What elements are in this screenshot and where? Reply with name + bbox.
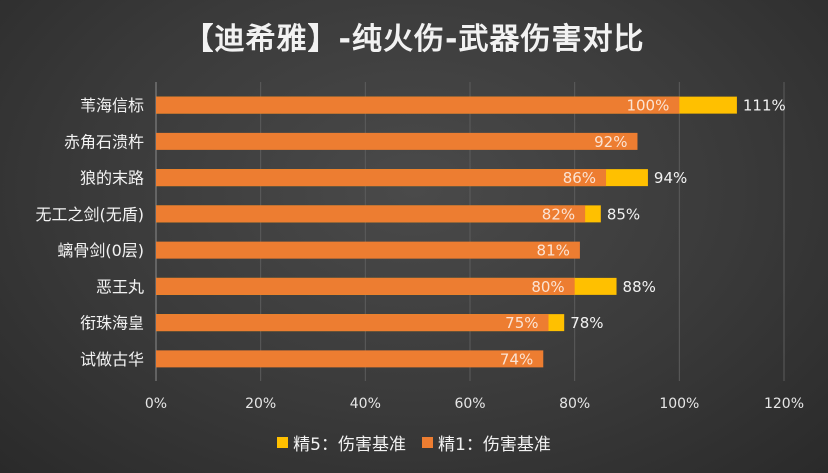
data-label-r5-3: 85% [607, 205, 640, 223]
data-label-r1-5: 80% [531, 278, 564, 296]
data-label-r5-0: 111% [743, 97, 786, 115]
legend-swatch-r5 [277, 437, 289, 448]
category-label-3: 无工之剑(无盾) [36, 205, 145, 224]
bar-r1-2 [156, 169, 607, 187]
category-label-6: 衔珠海皇 [80, 314, 144, 333]
x-tick-label-5: 100% [659, 396, 699, 412]
bar-r1-1 [156, 132, 638, 150]
x-tick-label-0: 0% [145, 396, 167, 412]
data-label-r1-6: 75% [505, 314, 538, 332]
x-tick-label-6: 120% [764, 396, 804, 412]
chart-title: 【迪希雅】-纯火伤-武器伤害对比 [183, 22, 645, 57]
bar-r1-4 [156, 241, 580, 259]
data-label-r1-0: 100% [626, 97, 669, 115]
category-label-0: 苇海信标 [80, 96, 144, 115]
data-label-r5-2: 94% [654, 169, 687, 187]
data-label-r1-4: 81% [537, 242, 570, 260]
bar-r1-6 [156, 314, 549, 332]
category-label-5: 恶王丸 [96, 277, 144, 296]
legend-label-r1: 精1：伤害基准 [438, 435, 551, 455]
data-label-r1-2: 86% [563, 169, 596, 187]
bar-r1-7 [156, 350, 544, 368]
x-tick-label-1: 20% [245, 396, 276, 412]
bar-r1-5 [156, 277, 575, 295]
x-tick-label-3: 60% [454, 396, 485, 412]
data-label-r5-6: 78% [570, 314, 603, 332]
x-tick-label-4: 80% [559, 396, 590, 412]
legend-swatch-r1 [422, 437, 433, 448]
data-label-r1-1: 92% [594, 133, 627, 151]
legend-item-r5: 精5：伤害基准 [277, 430, 406, 455]
x-tick-label-2: 40% [350, 396, 381, 412]
category-label-2: 狼的末路 [80, 169, 144, 188]
bar-r1-3 [156, 205, 586, 223]
data-label-r1-7: 74% [500, 350, 533, 368]
legend-item-r1: 精1：伤害基准 [422, 430, 551, 455]
legend-label-r5: 精5：伤害基准 [293, 435, 406, 455]
chart-legend: 精5：伤害基准 精1：伤害基准 [0, 430, 828, 455]
category-label-7: 试做古华 [80, 350, 144, 369]
data-label-r1-3: 82% [542, 205, 575, 223]
category-label-1: 赤角石溃杵 [64, 132, 144, 151]
data-label-r5-5: 88% [623, 278, 656, 296]
bar-r1-0 [156, 96, 680, 114]
category-label-4: 螭骨剑(0层) [57, 241, 144, 260]
